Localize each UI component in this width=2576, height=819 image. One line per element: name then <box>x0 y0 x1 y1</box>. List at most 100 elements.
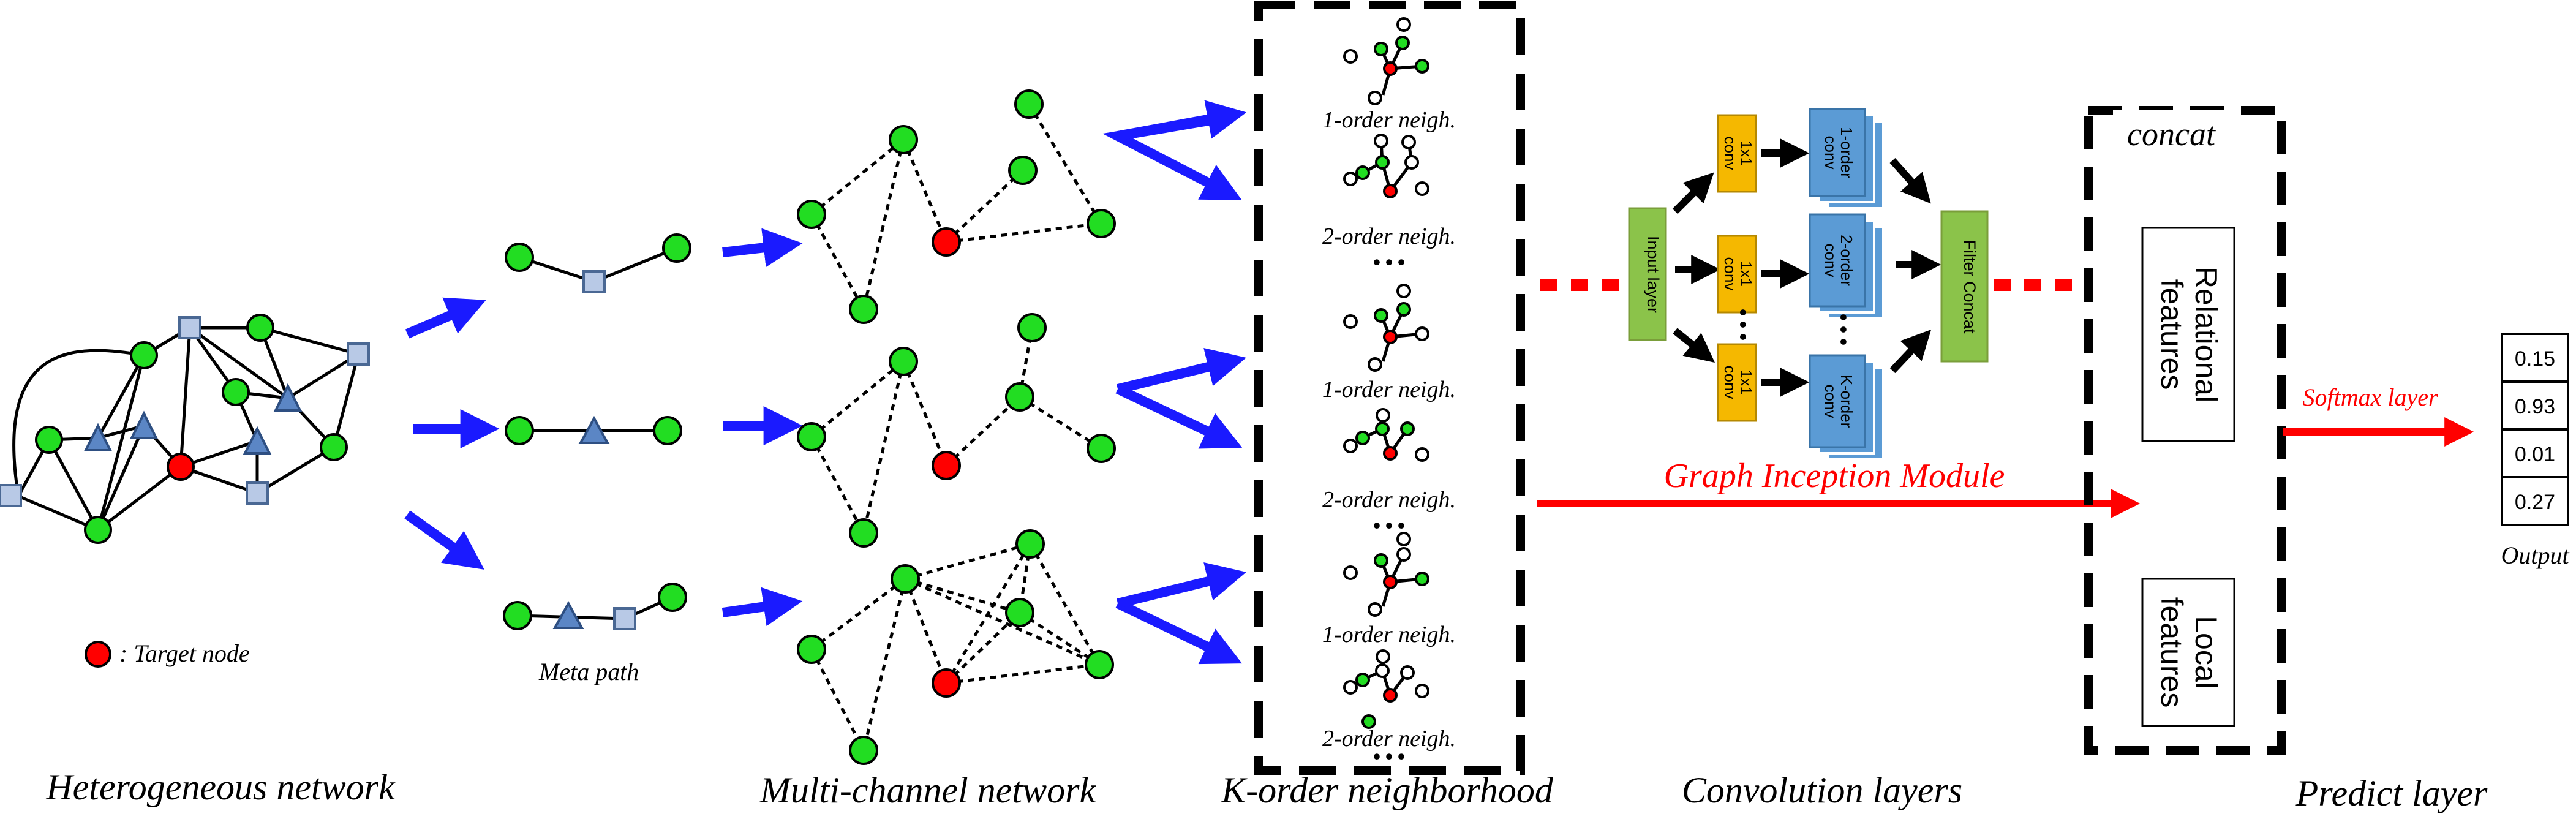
graph-inception-label: Graph Inception Module <box>1664 457 2005 495</box>
conv-1x1-a <box>1717 114 1757 193</box>
node-green <box>891 564 920 594</box>
conv-ellipsis-b: ··· <box>1823 311 1864 348</box>
meta-node-triangle <box>552 600 584 629</box>
node-green <box>849 295 878 324</box>
node-green <box>130 341 158 369</box>
meta-node-square <box>582 270 606 293</box>
meta-paths: Meta path <box>503 233 691 685</box>
label-1-order-b: 1-order neigh. <box>1322 377 1456 402</box>
filter-concat-box <box>1940 210 1989 363</box>
conv-1-order-stack <box>1809 108 1885 209</box>
multi-channel-network <box>797 89 1116 765</box>
title-convolution: Convolution layers <box>1682 770 1962 810</box>
concat-label: concat <box>2127 116 2216 153</box>
node-green <box>1015 529 1045 559</box>
node-green <box>505 416 534 445</box>
output-vector: 0.15 0.93 0.01 0.27 Output <box>2501 333 2569 569</box>
conv-1x1-a-label: 1x1conv <box>1721 137 1755 170</box>
node-green <box>84 516 112 544</box>
title-k-order: K-order neighborhood <box>1221 770 1554 810</box>
convolution-layers: Input layer 1x1conv 1x1conv 1x1conv ··· … <box>1628 108 1989 461</box>
concat-box: concat Relationalfeatures Localfeatures <box>2084 106 2286 755</box>
local-features-box <box>2141 578 2235 727</box>
meta-node-square <box>178 316 201 339</box>
ellipsis-c: ··· <box>1371 736 1407 777</box>
node-green <box>1087 209 1116 238</box>
conv-1x1-k-label: 1x1conv <box>1721 366 1755 399</box>
meta-node-triangle <box>273 383 303 412</box>
conv-1x1-k <box>1717 343 1757 422</box>
node-green <box>503 601 532 630</box>
neigh-glyph-2 <box>1343 134 1429 198</box>
meta-node-triangle <box>129 410 159 439</box>
node-green <box>797 635 826 664</box>
conv-1x1-b <box>1717 235 1757 314</box>
node-green <box>653 416 682 445</box>
meta-node-triangle <box>243 426 272 455</box>
legend-target-label: : Target node <box>119 640 250 667</box>
title-predict: Predict layer <box>2295 773 2488 813</box>
node-green <box>797 200 826 229</box>
output-value-1: 0.93 <box>2515 395 2555 418</box>
node-green <box>1017 313 1047 342</box>
meta-node-square <box>347 342 370 366</box>
target-node <box>932 668 961 698</box>
label-2-order-c: 2-order neigh. <box>1322 726 1456 752</box>
input-layer-label: Input layer <box>1644 236 1662 313</box>
input-layer-box <box>1628 207 1667 341</box>
section-titles: Heterogeneous network Multi-channel netw… <box>45 767 2488 813</box>
output-label: Output <box>2501 542 2569 569</box>
node-green <box>1008 156 1038 185</box>
conv-1-order-label: 1-orderconv <box>1821 127 1856 178</box>
channel-to-korder-arrows <box>1102 100 1247 665</box>
conv-k-order-label: K-orderconv <box>1821 375 1856 428</box>
node-green <box>1005 598 1034 627</box>
het-to-metapath-arrows <box>404 297 500 570</box>
relational-features-label: Relationalfeatures <box>2155 266 2223 402</box>
node-green <box>1014 89 1044 119</box>
softmax-label: Softmax layer <box>2302 383 2438 411</box>
node-green <box>849 736 878 765</box>
conv-k-order-stack <box>1809 354 1885 461</box>
relational-features-box <box>2141 227 2235 442</box>
title-heterogeneous: Heterogeneous network <box>45 767 396 807</box>
node-green <box>35 426 63 454</box>
label-2-order-b: 2-order neigh. <box>1322 487 1456 513</box>
k-order-neighborhood-box: 1-order neigh. 2-order neigh. ··· <box>1254 1 1525 777</box>
conv-2-order-label: 2-orderconv <box>1821 235 1856 286</box>
node-green <box>1087 434 1116 463</box>
node-green <box>849 518 878 548</box>
neigh-glyph-4 <box>1343 408 1429 462</box>
node-green <box>505 243 534 272</box>
node-green <box>1085 650 1114 679</box>
node-green <box>662 233 691 263</box>
meta-node-square <box>0 484 22 507</box>
meta-node-square <box>613 607 636 630</box>
node-green <box>889 347 918 376</box>
local-features-label: Localfeatures <box>2155 597 2223 708</box>
conv-1x1-b-label: 1x1conv <box>1721 257 1755 291</box>
legend-target-node <box>85 641 111 668</box>
node-green <box>658 583 687 612</box>
title-multi-channel: Multi-channel network <box>759 770 1097 810</box>
neigh-glyph-5 <box>1343 532 1429 617</box>
node-green <box>222 378 250 406</box>
metapath-to-channel-arrows <box>721 228 803 627</box>
conv-2-order-stack <box>1809 213 1885 320</box>
node-green <box>320 433 348 461</box>
node-green <box>246 314 274 342</box>
neigh-glyph-1 <box>1343 17 1429 105</box>
meta-node-square <box>246 481 269 505</box>
conv-ellipsis-a: ··· <box>1723 306 1763 343</box>
target-node <box>932 451 961 480</box>
neigh-glyph-6 <box>1343 649 1429 729</box>
label-1-order-a: 1-order neigh. <box>1322 107 1456 133</box>
output-value-2: 0.01 <box>2515 443 2555 466</box>
ellipsis-a: ··· <box>1371 242 1407 282</box>
heterogeneous-network: : Target node <box>0 314 370 668</box>
filter-concat-label: Filter Concat <box>1960 240 1979 334</box>
target-node <box>167 453 195 481</box>
output-value-3: 0.27 <box>2515 491 2555 514</box>
node-green <box>889 125 918 154</box>
